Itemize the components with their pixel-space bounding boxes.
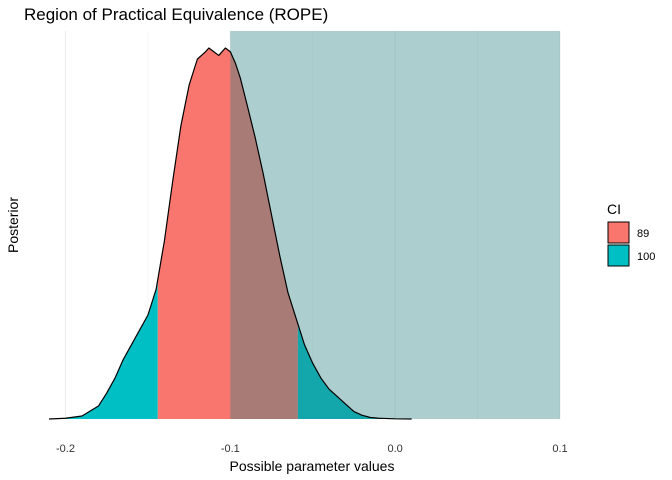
density-outline (48, 47, 412, 420)
rope-overlay (230, 31, 561, 419)
x-axis-ticks: -0.2 -0.1 0.0 0.1 (56, 443, 568, 455)
x-tick-label: -0.2 (56, 443, 75, 455)
density-outline-group (48, 47, 412, 420)
x-axis-title: Possible parameter values (230, 458, 395, 474)
ci-100-area-right (297, 324, 412, 419)
density-areas (49, 48, 412, 419)
legend-title: CI (607, 201, 621, 217)
chart-title: Region of Practical Equivalence (ROPE) (24, 5, 328, 24)
x-tick-label: 0.1 (552, 443, 567, 455)
rope-band (230, 31, 561, 419)
legend-key-100 (607, 244, 630, 267)
x-tick-label: -0.1 (221, 443, 240, 455)
legend-label-100: 100 (637, 251, 655, 263)
y-axis-title: Posterior (5, 197, 21, 253)
x-tick-label: 0.0 (388, 443, 403, 455)
legend: CI 89 100 (607, 201, 655, 267)
legend-label-89: 89 (637, 228, 649, 240)
legend-key-89 (607, 221, 630, 244)
ci-100-area-left (49, 279, 158, 419)
ci-89-area (157, 48, 298, 419)
